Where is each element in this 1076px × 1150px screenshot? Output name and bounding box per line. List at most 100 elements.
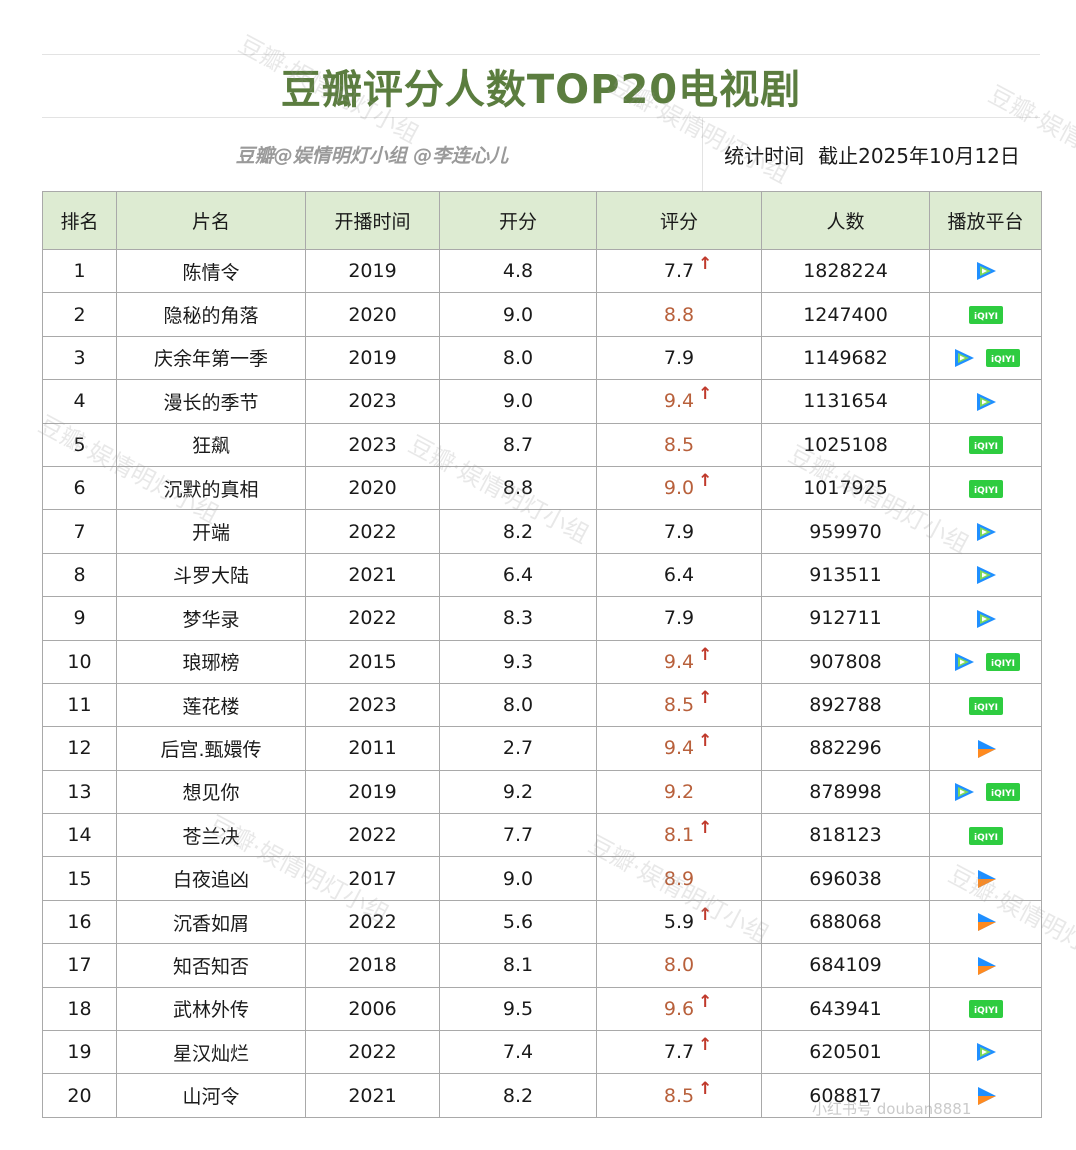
platform-cell xyxy=(929,856,1042,901)
table-row: 19 星汉灿烂 2022 7.4 7.7 ↑ 620501 xyxy=(42,1030,1042,1075)
rank-cell: 3 xyxy=(42,335,117,381)
page-title: 豆瓣评分人数TOP20电视剧 xyxy=(280,67,802,113)
year-cell: 2023 xyxy=(305,422,440,467)
title-cell: 星汉灿烂 xyxy=(116,1030,306,1075)
score-value: 6.4 xyxy=(663,563,695,586)
rank-cell: 16 xyxy=(42,899,117,945)
year-cell: 2006 xyxy=(305,986,440,1032)
iqiyi-icon: iQIYI xyxy=(968,306,1003,325)
up-arrow-icon: ↑ xyxy=(698,1035,713,1056)
title-cell: 狂飙 xyxy=(116,422,306,467)
rank-header: 排名 xyxy=(42,191,117,250)
score-cell: 7.9 xyxy=(596,509,762,554)
rank-cell: 1 xyxy=(42,248,117,294)
open-score-header: 开分 xyxy=(439,191,597,250)
rank-cell: 7 xyxy=(42,509,117,554)
up-arrow-icon: ↑ xyxy=(698,471,713,492)
year-cell: 2019 xyxy=(305,769,440,815)
title-cell: 开端 xyxy=(116,509,306,554)
count-cell: 608817 xyxy=(761,1073,930,1118)
open-score-cell: 8.0 xyxy=(439,682,597,728)
svg-text:iQIYI: iQIYI xyxy=(974,703,998,713)
title-cell: 山河令 xyxy=(116,1073,306,1118)
year-cell: 2017 xyxy=(305,856,440,901)
table-row: 2 隐秘的角落 2020 9.0 8.8 1247400 iQIYI xyxy=(42,292,1042,337)
rank-cell: 2 xyxy=(42,292,117,337)
score-value: 9.4 xyxy=(663,737,695,760)
score-cell: 8.5 xyxy=(596,422,762,467)
score-cell: 9.0 ↑ xyxy=(596,465,762,511)
platform-cell: iQIYI xyxy=(929,682,1042,728)
stat-time: 统计时间 截止2025年10月12日 xyxy=(702,117,1041,191)
up-arrow-icon: ↑ xyxy=(698,991,713,1012)
title-cell: 斗罗大陆 xyxy=(116,552,306,598)
score-cell: 5.9 ↑ xyxy=(596,899,762,945)
up-arrow-icon: ↑ xyxy=(698,384,713,405)
count-cell: 959970 xyxy=(761,509,930,554)
open-score-cell: 9.0 xyxy=(439,856,597,901)
platform-cell xyxy=(929,596,1042,641)
score-cell: 9.4 ↑ xyxy=(596,639,762,684)
score-cell: 9.4 ↑ xyxy=(596,726,762,771)
count-cell: 643941 xyxy=(761,986,930,1032)
score-value: 8.5 xyxy=(663,1084,695,1107)
svg-text:iQIYI: iQIYI xyxy=(991,659,1015,669)
up-arrow-icon: ↑ xyxy=(698,818,713,839)
open-score-cell: 8.7 xyxy=(439,422,597,467)
iqiyi-icon: iQIYI xyxy=(985,349,1020,368)
open-score-cell: 9.2 xyxy=(439,769,597,815)
open-score-cell: 4.8 xyxy=(439,248,597,294)
table-row: 4 漫长的季节 2023 9.0 9.4 ↑ 1131654 xyxy=(42,379,1042,424)
count-cell: 913511 xyxy=(761,552,930,598)
table-row: 7 开端 2022 8.2 7.9 959970 xyxy=(42,509,1042,554)
year-cell: 2019 xyxy=(305,335,440,381)
table-row: 3 庆余年第一季 2019 8.0 7.9 1149682 iQIYI xyxy=(42,335,1042,381)
year-cell: 2023 xyxy=(305,682,440,728)
platform-cell xyxy=(929,943,1042,988)
year-cell: 2020 xyxy=(305,292,440,337)
score-value: 9.6 xyxy=(663,997,695,1020)
score-cell: 8.8 xyxy=(596,292,762,337)
open-score-cell: 8.3 xyxy=(439,596,597,641)
footer-watermark: 小红书号 douban8881 xyxy=(812,1100,972,1118)
up-arrow-icon: ↑ xyxy=(698,254,713,275)
table-row: 18 武林外传 2006 9.5 9.6 ↑ 643941 iQIYI xyxy=(42,986,1042,1032)
year-cell: 2020 xyxy=(305,465,440,511)
up-arrow-icon: ↑ xyxy=(698,905,713,926)
table-row: 6 沉默的真相 2020 8.8 9.0 ↑ 1017925 iQIYI xyxy=(42,465,1042,511)
open-score-cell: 5.6 xyxy=(439,899,597,945)
youku-icon xyxy=(977,869,996,888)
table-row: 16 沉香如屑 2022 5.6 5.9 ↑ 688068 xyxy=(42,899,1042,945)
score-cell: 7.9 xyxy=(596,335,762,381)
count-cell: 1247400 xyxy=(761,292,930,337)
title-cell: 琅琊榜 xyxy=(116,639,306,684)
youku-icon xyxy=(977,913,996,932)
platform-cell xyxy=(929,726,1042,771)
platform-cell: iQIYI xyxy=(929,769,1042,815)
table-row: 12 后宫.甄嬛传 2011 2.7 9.4 ↑ 882296 xyxy=(42,726,1042,771)
table-body: 1 陈情令 2019 4.8 7.7 ↑ 1828224 2 隐秘的角落 2020 9.0 8.8 12… xyxy=(42,248,1042,1118)
youku-icon xyxy=(977,1086,996,1105)
count-cell: 878998 xyxy=(761,769,930,815)
name-header: 片名 xyxy=(116,191,306,250)
platform-cell xyxy=(929,509,1042,554)
credit-text: 豆瓣@娱情明灯小组 @李连心儿 xyxy=(235,144,509,167)
score-value: 9.4 xyxy=(663,650,695,673)
rank-cell: 5 xyxy=(42,422,117,467)
year-cell: 2019 xyxy=(305,248,440,294)
score-value: 7.9 xyxy=(663,346,695,369)
count-cell: 620501 xyxy=(761,1030,930,1075)
score-value: 8.8 xyxy=(663,303,695,326)
open-score-cell: 8.2 xyxy=(439,509,597,554)
title-cell: 武林外传 xyxy=(116,986,306,1032)
score-cell: 8.0 xyxy=(596,943,762,988)
open-score-cell: 8.0 xyxy=(439,335,597,381)
title-cell: 后宫.甄嬛传 xyxy=(116,726,306,771)
table-row: 9 梦华录 2022 8.3 7.9 912711 xyxy=(42,596,1042,641)
up-arrow-icon: ↑ xyxy=(698,644,713,665)
platform-header: 播放平台 xyxy=(929,191,1042,250)
table-header-row: 排名 片名 开播时间 开分 评分 人数 播放平台 xyxy=(42,191,1042,250)
platform-cell: iQIYI xyxy=(929,335,1042,381)
rank-cell: 15 xyxy=(42,856,117,901)
table-row: 13 想见你 2019 9.2 9.2 878998 iQIYI xyxy=(42,769,1042,815)
